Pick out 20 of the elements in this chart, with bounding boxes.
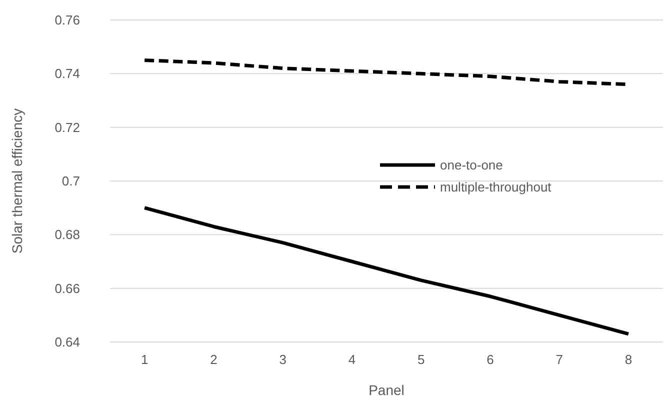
y-tick-label: 0.72 xyxy=(54,120,80,135)
legend-label: one-to-one xyxy=(440,158,503,173)
y-tick-label: 0.66 xyxy=(54,280,80,296)
y-tick-label: 0.68 xyxy=(54,227,80,242)
y-tick-label: 0.74 xyxy=(54,66,80,82)
y-tick-label: 0.7 xyxy=(62,174,80,189)
x-tick-label: 3 xyxy=(279,352,286,367)
y-axis-title: Solar thermal efficiency xyxy=(9,108,25,254)
x-tick-label: 5 xyxy=(417,352,425,367)
x-tick-label: 8 xyxy=(624,352,632,367)
x-tick-label: 4 xyxy=(348,352,356,367)
x-axis-title: Panel xyxy=(368,382,404,398)
y-tick-label: 0.76 xyxy=(54,12,80,28)
x-tick-label: 7 xyxy=(556,352,563,367)
x-tick-label: 1 xyxy=(140,352,148,367)
x-tick-label: 2 xyxy=(210,352,218,367)
legend-label: multiple-throughout xyxy=(440,180,552,195)
y-tick-label: 0.64 xyxy=(54,334,80,350)
x-tick-label: 6 xyxy=(486,352,494,367)
line-series xyxy=(142,206,630,336)
